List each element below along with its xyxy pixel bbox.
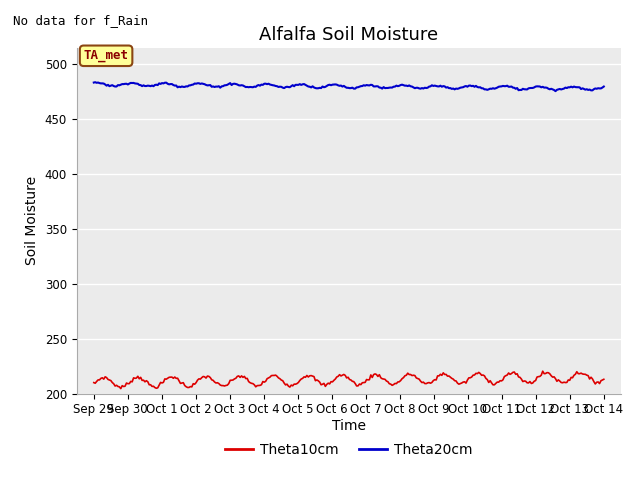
Text: No data for f_Rain: No data for f_Rain (13, 14, 148, 27)
X-axis label: Time: Time (332, 419, 366, 433)
Legend: Theta10cm, Theta20cm: Theta10cm, Theta20cm (220, 438, 478, 463)
Y-axis label: Soil Moisture: Soil Moisture (25, 176, 39, 265)
Text: TA_met: TA_met (84, 49, 129, 62)
Title: Alfalfa Soil Moisture: Alfalfa Soil Moisture (259, 25, 438, 44)
